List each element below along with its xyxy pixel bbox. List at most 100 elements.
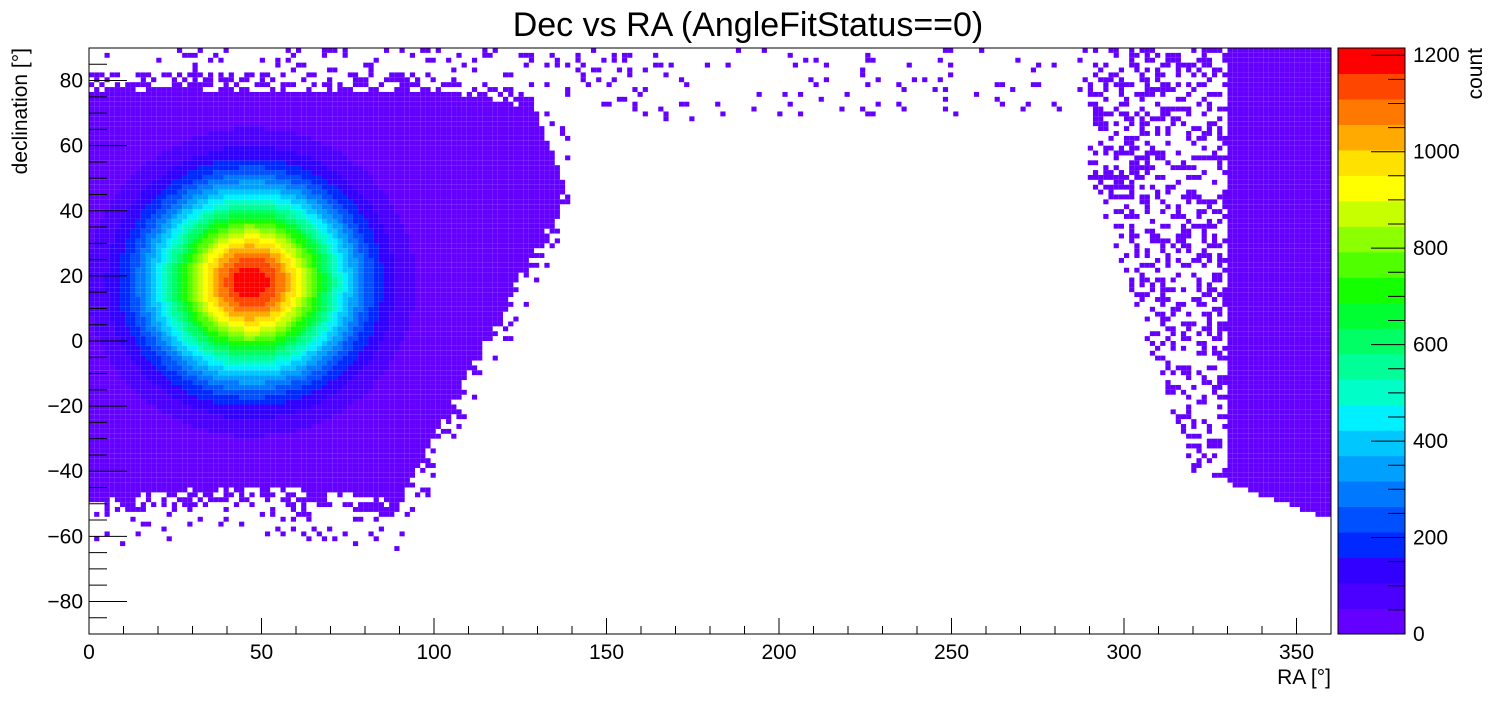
- heat-cell: [327, 96, 333, 102]
- heat-cell: [373, 370, 379, 376]
- heat-cell: [99, 292, 105, 298]
- heat-cell: [213, 52, 219, 58]
- heat-cell: [244, 443, 250, 449]
- heat-cell: [218, 448, 224, 454]
- heat-cell: [275, 150, 281, 156]
- heat-cell: [244, 209, 250, 215]
- heat-cell: [368, 502, 374, 508]
- heat-cell: [130, 516, 136, 522]
- heat-cell: [239, 267, 245, 273]
- heat-cell: [104, 399, 110, 405]
- heat-cell: [363, 443, 369, 449]
- heat-cell: [373, 502, 379, 508]
- heat-cell: [373, 336, 379, 341]
- heat-cell: [316, 150, 322, 156]
- heat-cell: [233, 472, 240, 478]
- heat-cell: [161, 463, 167, 468]
- heat-cell: [135, 214, 141, 219]
- heat-cell: [140, 292, 146, 298]
- heat-cell: [321, 414, 328, 420]
- heat-cell: [182, 199, 188, 205]
- heat-cell: [120, 131, 126, 136]
- heat-cell: [290, 233, 296, 239]
- heat-cell: [290, 121, 296, 127]
- heat-cell: [342, 311, 348, 317]
- heat-cell: [254, 238, 260, 244]
- heat-cell: [244, 497, 250, 503]
- heat-cell: [120, 257, 126, 263]
- heat-cell: [89, 419, 95, 425]
- heat-cell: [368, 150, 374, 156]
- heat-cell: [208, 497, 214, 503]
- heat-cell: [378, 170, 384, 175]
- heat-cell: [306, 189, 312, 195]
- heat-cell: [218, 272, 224, 278]
- heat-cell: [120, 355, 126, 361]
- heat-cell: [192, 487, 198, 493]
- heat-cell: [254, 428, 260, 434]
- heat-cell: [285, 472, 291, 478]
- heat-cell: [378, 140, 384, 146]
- heat-cell: [176, 214, 183, 219]
- heat-cell: [332, 326, 338, 332]
- heat-cell: [259, 101, 265, 107]
- heat-cell: [145, 228, 152, 234]
- heat-cell: [130, 257, 136, 263]
- heat-cell: [270, 140, 276, 146]
- heat-cell: [270, 184, 276, 190]
- heat-cell: [120, 360, 126, 366]
- heat-cell: [89, 306, 95, 312]
- heat-cell: [140, 443, 146, 449]
- heat-cell: [327, 131, 333, 136]
- heat-cell: [373, 223, 379, 229]
- heat-cell: [332, 424, 338, 429]
- heat-cell: [270, 243, 276, 249]
- heat-cell: [316, 126, 322, 132]
- heat-cell: [259, 355, 265, 361]
- heat-cell: [254, 189, 260, 195]
- heat-cell: [171, 326, 177, 332]
- heat-cell: [347, 150, 353, 156]
- heat-cell: [264, 380, 271, 385]
- heat-cell: [156, 424, 162, 429]
- heat-cell: [99, 96, 105, 102]
- heat-cell: [270, 482, 276, 488]
- heat-cell: [342, 370, 348, 376]
- heat-cell: [337, 355, 343, 361]
- heat-cell: [301, 238, 307, 244]
- heat-cell: [249, 267, 255, 273]
- heat-cell: [213, 428, 219, 434]
- heat-cell: [156, 57, 162, 63]
- heat-cell: [249, 121, 255, 127]
- heat-cell: [244, 341, 250, 346]
- heat-cell: [182, 209, 188, 215]
- heat-cell: [342, 409, 348, 415]
- heat-cell: [321, 223, 328, 229]
- heat-cell: [140, 248, 146, 254]
- heat-cell: [296, 477, 302, 483]
- heat-cell: [275, 253, 281, 258]
- heat-cell: [296, 111, 302, 117]
- heat-cell: [130, 370, 136, 376]
- heat-cell: [135, 282, 141, 288]
- heat-cell: [342, 487, 348, 493]
- heat-cell: [114, 189, 121, 195]
- heat-cell: [218, 253, 224, 258]
- heat-cell: [182, 87, 188, 92]
- heat-cell: [244, 301, 250, 307]
- heat-cell: [120, 316, 126, 322]
- heat-cell: [135, 106, 141, 112]
- heat-cell: [166, 121, 172, 127]
- heat-cell: [378, 326, 384, 332]
- heat-cell: [228, 453, 234, 459]
- heat-cell: [296, 458, 302, 464]
- heat-cell: [342, 52, 348, 58]
- heat-cell: [347, 248, 353, 254]
- heat-cell: [151, 209, 157, 215]
- heat-cell: [347, 292, 353, 298]
- heat-cell: [140, 482, 146, 488]
- heat-cell: [161, 345, 167, 351]
- heat-cell: [358, 131, 364, 136]
- heat-cell: [254, 145, 260, 151]
- heat-cell: [316, 111, 322, 117]
